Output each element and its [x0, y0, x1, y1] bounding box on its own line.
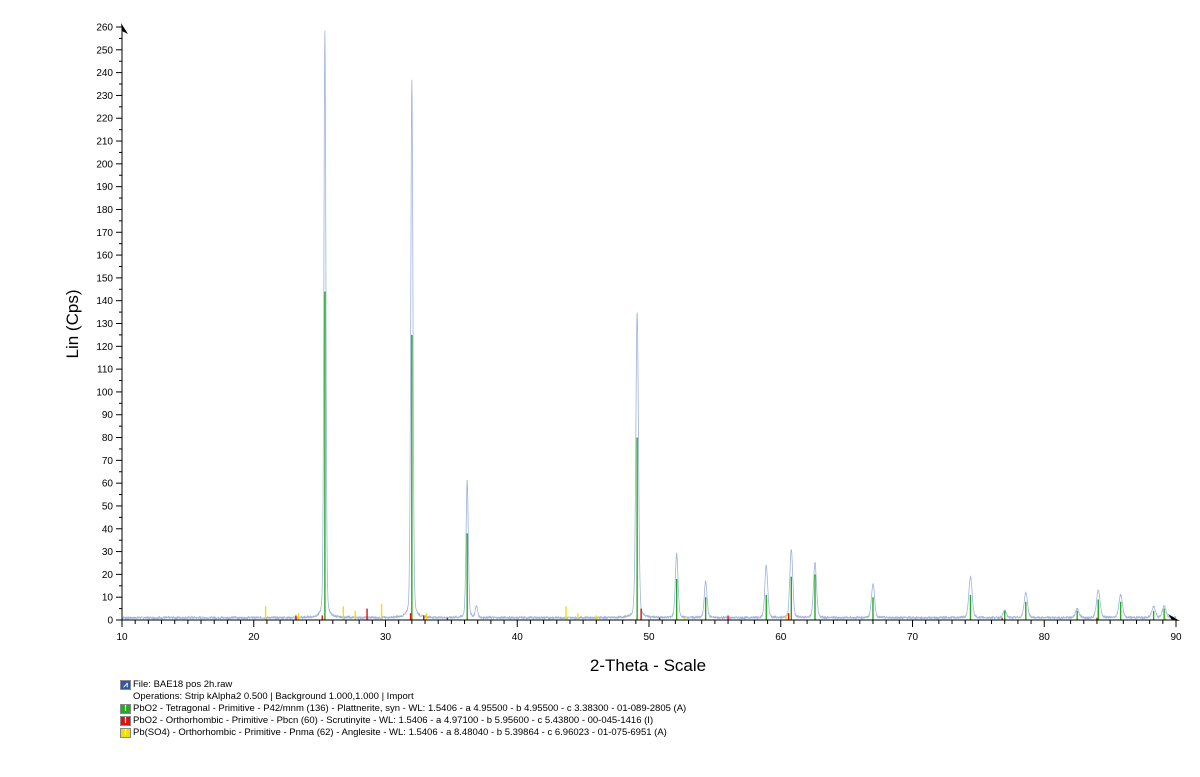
y-tick-label: 220 — [96, 114, 113, 125]
y-tick-label: 210 — [96, 137, 113, 148]
y-tick-label: 250 — [96, 45, 113, 56]
y-tick-label: 70 — [102, 456, 114, 467]
y-tick-label: 140 — [96, 296, 113, 307]
y-tick-label: 240 — [96, 68, 113, 79]
y-tick-label: 60 — [102, 479, 114, 490]
y-tick-label: 190 — [96, 182, 113, 193]
x-tick-label: 10 — [116, 632, 128, 643]
y-tick-label: 0 — [107, 616, 113, 627]
legend-file-row: ⩘ File: BAE18 pos 2h.raw — [120, 679, 1190, 691]
legend-series-anglesite: I Pb(SO4) - Orthorhombic - Primitive - P… — [120, 727, 1190, 739]
y-tick-label: 150 — [96, 273, 113, 284]
pattern-file-icon: ⩘ — [120, 680, 131, 690]
x-tick-label: 60 — [775, 632, 787, 643]
y-tick-label: 260 — [96, 23, 113, 34]
x-tick-label: 50 — [643, 632, 655, 643]
legend-series-label: PbO2 - Orthorhombic - Primitive - Pbcn (… — [133, 715, 654, 726]
y-tick-label: 20 — [102, 570, 114, 581]
phase-marker-icon: I — [120, 704, 131, 714]
chart-marks — [121, 30, 1177, 621]
y-axis-title: Lin (Cps) — [63, 290, 82, 359]
x-axis-title: 2-Theta - Scale — [590, 656, 706, 675]
measured-pattern-line — [121, 30, 1177, 621]
y-tick-label: 50 — [102, 501, 114, 512]
y-tick-label: 170 — [96, 228, 113, 239]
chart-legend: ⩘ File: BAE18 pos 2h.raw Operations: Str… — [120, 679, 1190, 739]
y-tick-label: 30 — [102, 547, 114, 558]
x-tick-label: 20 — [248, 632, 260, 643]
x-tick-label: 90 — [1170, 632, 1182, 643]
y-tick-label: 180 — [96, 205, 113, 216]
x-tick-label: 30 — [380, 632, 392, 643]
phase-marker-icon: I — [120, 716, 131, 726]
y-tick-label: 80 — [102, 433, 114, 444]
phase-marker-icon: I — [120, 728, 131, 738]
y-axis-arrow — [121, 23, 128, 34]
y-tick-label: 90 — [102, 410, 114, 421]
chart-ticks: 0102030405060708090100110120130140150160… — [96, 23, 1182, 644]
x-axis-arrow — [1168, 614, 1180, 621]
y-tick-label: 230 — [96, 91, 113, 102]
y-tick-label: 40 — [102, 524, 114, 535]
y-tick-label: 130 — [96, 319, 113, 330]
y-tick-label: 200 — [96, 159, 113, 170]
y-tick-label: 100 — [96, 387, 113, 398]
legend-file-label: File: BAE18 pos 2h.raw — [133, 679, 233, 690]
legend-series-label: Pb(SO4) - Orthorhombic - Primitive - Pnm… — [133, 727, 667, 738]
x-tick-label: 80 — [1039, 632, 1051, 643]
legend-series-scrutinyite: I PbO2 - Orthorhombic - Primitive - Pbcn… — [120, 715, 1190, 727]
x-tick-label: 40 — [512, 632, 524, 643]
legend-series-plattnerite: I PbO2 - Tetragonal - Primitive - P42/mn… — [120, 703, 1190, 715]
xrd-chart: 0102030405060708090100110120130140150160… — [63, 23, 1182, 676]
y-tick-label: 110 — [97, 365, 113, 376]
legend-operations-row: Operations: Strip kAlpha2 0.500 | Backgr… — [120, 691, 1190, 703]
y-tick-label: 120 — [96, 342, 113, 353]
legend-operations-label: Operations: Strip kAlpha2 0.500 | Backgr… — [133, 691, 414, 702]
legend-series-label: PbO2 - Tetragonal - Primitive - P42/mnm … — [133, 703, 687, 714]
chart-axes — [121, 23, 1180, 621]
y-tick-label: 10 — [102, 593, 114, 604]
y-tick-label: 160 — [96, 251, 113, 262]
x-tick-label: 70 — [907, 632, 919, 643]
